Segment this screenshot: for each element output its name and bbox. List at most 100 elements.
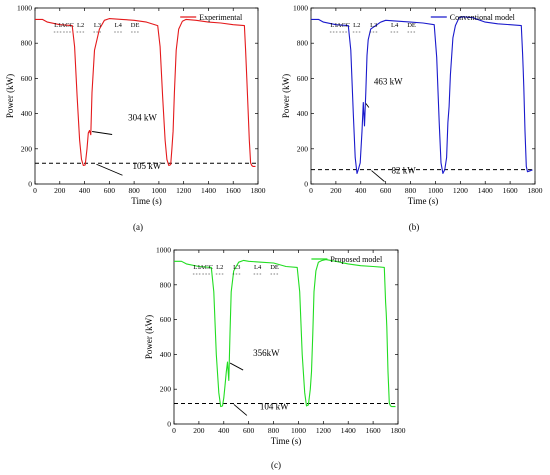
x-tick-label: 1200: [453, 186, 468, 195]
x-tick-label: 0: [309, 186, 313, 195]
x-tick-label: 1600: [226, 186, 241, 195]
x-tick-label: 400: [355, 186, 367, 195]
phase-label: L1: [330, 22, 337, 29]
x-tick-label: 1400: [478, 186, 493, 195]
annotation-label: 82 kW: [391, 166, 416, 176]
x-tick-label: 1400: [201, 186, 216, 195]
annotation-label: 304 kW: [128, 112, 157, 122]
x-tick-label: 1200: [316, 426, 331, 435]
phase-label: L2: [216, 264, 223, 271]
legend-label: Conventional model: [450, 13, 516, 22]
y-tick-label: 400: [21, 109, 33, 118]
x-tick-label: 600: [104, 186, 116, 195]
annotation-label: 356kW: [253, 348, 280, 358]
chart-panel: 0 200 400 600 800 1000 1200 1400 1600 1800 0 200 400…: [5, 4, 266, 233]
x-tick-label: 1000: [291, 426, 306, 435]
panel-label: (c): [271, 460, 281, 470]
annotation-label: 104 kW: [260, 401, 289, 411]
phase-label: ACC: [61, 22, 74, 29]
panel-label: (a): [133, 222, 143, 232]
plot-frame: [173, 249, 399, 425]
annotation-arrow: [96, 163, 123, 176]
x-tick-label: 200: [54, 186, 66, 195]
annotation-label: 105 kW: [132, 161, 161, 171]
y-tick-label: 800: [160, 280, 172, 289]
x-tick-label: 200: [193, 426, 205, 435]
panel-label: (b): [409, 222, 420, 232]
series-line: [311, 16, 533, 174]
y-tick-label: 600: [21, 74, 33, 83]
x-tick-label: 1200: [176, 186, 191, 195]
plot-frame: [310, 7, 536, 185]
x-tick-label: 600: [380, 186, 392, 195]
x-tick-label: 1000: [151, 186, 166, 195]
x-axis-label: Time (s): [271, 436, 301, 446]
y-tick-label: 1000: [156, 246, 171, 255]
x-tick-label: 400: [218, 426, 230, 435]
x-tick-label: 1000: [428, 186, 443, 195]
plot-frame: [34, 7, 259, 185]
series-line: [174, 259, 396, 408]
y-axis-label: Power (kW): [144, 315, 154, 359]
phase-label: ACC: [337, 22, 350, 29]
phase-label: DE: [270, 264, 279, 271]
y-tick-label: 0: [304, 180, 308, 189]
y-tick-label: 0: [28, 180, 32, 189]
x-axis-label: Time (s): [408, 196, 438, 206]
annotation-arrow: [92, 131, 113, 135]
series-line: [35, 18, 256, 167]
annotation-arrow: [233, 404, 248, 416]
x-tick-label: 0: [172, 426, 176, 435]
x-tick-label: 1400: [341, 426, 356, 435]
phase-label: L3: [233, 264, 240, 271]
x-tick-label: 1800: [251, 186, 266, 195]
annotation-label: 463 kW: [374, 77, 403, 87]
y-tick-label: 600: [297, 74, 309, 83]
y-tick-label: 1000: [293, 4, 308, 13]
y-tick-label: 600: [160, 315, 172, 324]
legend-label: Experimental: [199, 13, 243, 22]
y-tick-label: 400: [160, 350, 172, 359]
x-tick-label: 800: [128, 186, 140, 195]
x-tick-label: 800: [405, 186, 417, 195]
phase-label: DE: [407, 22, 416, 29]
x-tick-label: 0: [33, 186, 37, 195]
phase-label: L1: [193, 264, 200, 271]
legend-label: Proposed model: [330, 255, 383, 264]
y-tick-label: 800: [21, 39, 33, 48]
phase-label: L3: [370, 22, 377, 29]
chart-panel: 0 200 400 600 800 1000 1200 1400 1600 1800 0 200 400…: [281, 4, 543, 233]
y-tick-label: 800: [297, 39, 309, 48]
y-tick-label: 1000: [17, 4, 32, 13]
y-axis-label: Power (kW): [5, 74, 15, 118]
annotation-arrow: [371, 170, 385, 182]
y-tick-label: 200: [297, 144, 309, 153]
phase-label: L1: [54, 22, 61, 29]
phase-label: ACC: [200, 264, 213, 271]
annotation-arrow: [229, 362, 244, 371]
phase-label: L2: [353, 22, 360, 29]
x-tick-label: 1800: [391, 426, 406, 435]
phase-label: L4: [254, 264, 262, 271]
x-tick-label: 1800: [528, 186, 543, 195]
y-tick-label: 200: [21, 144, 33, 153]
phase-label: L4: [391, 22, 399, 29]
phase-label: L4: [115, 22, 123, 29]
x-tick-label: 200: [330, 186, 342, 195]
x-tick-label: 600: [243, 426, 255, 435]
x-tick-label: 400: [79, 186, 91, 195]
x-tick-label: 800: [268, 426, 280, 435]
y-tick-label: 200: [160, 385, 172, 394]
phase-label: L3: [94, 22, 101, 29]
x-tick-label: 1600: [503, 186, 518, 195]
chart-panel: 0 200 400 600 800 1000 1200 1400 1600 1800 0 200 400…: [144, 246, 406, 471]
y-tick-label: 400: [297, 109, 309, 118]
x-tick-label: 1600: [366, 426, 381, 435]
annotation-arrow: [365, 103, 370, 108]
phase-label: L2: [77, 22, 84, 29]
phase-label: DE: [131, 22, 140, 29]
y-tick-label: 0: [167, 420, 171, 429]
y-axis-label: Power (kW): [281, 74, 291, 118]
x-axis-label: Time (s): [131, 196, 161, 206]
